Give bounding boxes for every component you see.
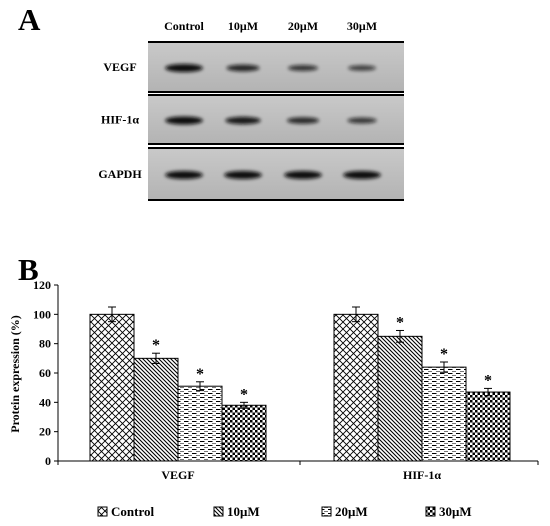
lane-label-0: Control <box>164 19 204 33</box>
y-axis-title: Protein expression (%) <box>8 315 22 433</box>
blot-row-1: HIF-1α <box>101 94 404 145</box>
x-category-label: VEGF <box>161 468 194 482</box>
significance-star: * <box>196 366 204 383</box>
blot-band-1-1 <box>225 116 261 125</box>
series-2: ** <box>177 346 467 462</box>
bar-0-1 <box>333 313 379 462</box>
blot-band-0-3 <box>347 65 377 71</box>
blot-row-label-1: HIF-1α <box>101 113 139 127</box>
blot-band-2-3 <box>343 171 381 179</box>
bar-3-1 <box>465 391 511 462</box>
legend-label: 30μM <box>439 504 472 519</box>
legend-item-2: 20μM <box>321 504 368 519</box>
bar-1-0 <box>133 357 179 462</box>
blot-lane-labels: Control 10μM 20μM 30μM <box>164 19 377 33</box>
series-0 <box>89 306 379 462</box>
blot-row-label-2: GAPDH <box>98 167 142 181</box>
x-axis: VEGF HIF-1α <box>57 460 539 482</box>
western-blot: VEGF HIF-1α GAPDH <box>98 41 404 201</box>
panel-b-label: B <box>18 252 39 287</box>
legend-label: Control <box>111 504 154 519</box>
bar-0-0 <box>89 313 135 462</box>
x-category-label: HIF-1α <box>403 468 441 482</box>
blot-band-2-0 <box>165 171 203 179</box>
blot-band-1-0 <box>165 116 203 125</box>
legend-item-0: Control <box>97 504 154 519</box>
bar-3-0 <box>221 404 267 462</box>
blot-band-0-1 <box>226 64 260 72</box>
blot-row-2: GAPDH <box>98 147 404 201</box>
legend-label: 20μM <box>335 504 368 519</box>
blot-band-0-2 <box>287 64 319 72</box>
panel-a-label: A <box>18 2 41 37</box>
y-tick-label: 60 <box>39 366 51 380</box>
y-tick-label: 100 <box>33 307 51 321</box>
y-tick-label: 0 <box>45 454 51 468</box>
legend-item-3: 30μM <box>425 504 472 519</box>
blot-band-2-1 <box>224 171 262 179</box>
significance-star: * <box>152 337 160 354</box>
blot-band-1-2 <box>286 117 320 124</box>
blot-band-1-3 <box>347 117 377 124</box>
legend-label: 10μM <box>227 504 260 519</box>
blot-band-0-0 <box>165 64 203 72</box>
lane-label-2: 20μM <box>288 19 318 33</box>
lane-label-1: 10μM <box>228 19 258 33</box>
y-tick-label: 20 <box>39 425 51 439</box>
y-tick-label: 120 <box>33 278 51 292</box>
lane-label-3: 30μM <box>347 19 377 33</box>
blot-row-0: VEGF <box>103 41 404 93</box>
y-tick-label: 80 <box>39 337 51 351</box>
y-axis: 0 20 40 60 80 100 120 <box>33 278 59 468</box>
bar-1-1 <box>377 335 423 462</box>
y-tick-label: 40 <box>39 395 51 409</box>
significance-star: * <box>396 314 404 331</box>
bar-series: ****** <box>89 306 511 462</box>
significance-star: * <box>240 386 248 403</box>
legend-swatch <box>321 506 332 517</box>
legend-swatch <box>97 506 108 517</box>
blot-band-2-2 <box>284 171 322 179</box>
legend-swatch <box>213 506 224 517</box>
series-3: ** <box>221 372 511 462</box>
blot-row-label-0: VEGF <box>103 60 136 74</box>
legend-item-1: 10μM <box>213 504 260 519</box>
bar-2-1 <box>421 366 467 462</box>
series-1: ** <box>133 314 423 462</box>
significance-star: * <box>440 346 448 363</box>
bar-2-0 <box>177 385 223 462</box>
legend-swatch <box>425 506 436 517</box>
legend: Control 10μM 20μM 30μM <box>97 504 472 519</box>
significance-star: * <box>484 372 492 389</box>
